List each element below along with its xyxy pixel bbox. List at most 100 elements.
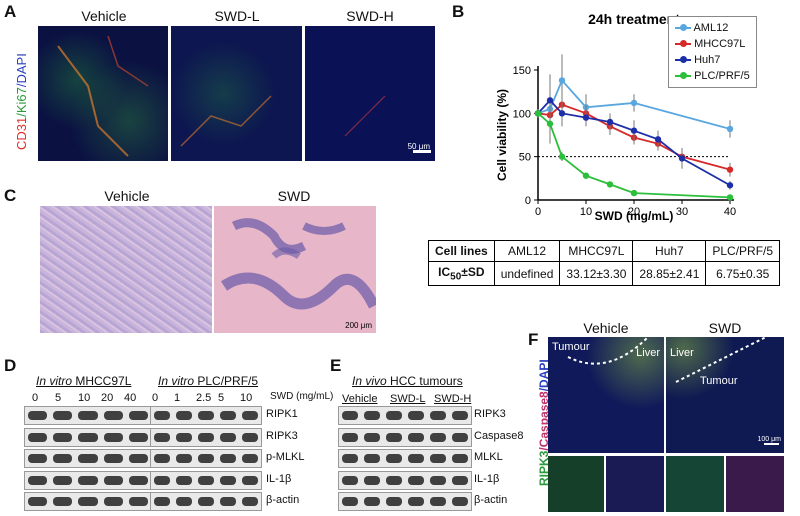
blot-band (28, 475, 48, 485)
blot-band (430, 454, 446, 463)
blot-band (452, 411, 468, 420)
histology-c-swd: 200 μm (214, 206, 376, 333)
blot-band (430, 432, 446, 442)
blot-band (386, 475, 402, 485)
blot-band (78, 497, 98, 506)
y-tick-label: 0 (525, 195, 531, 207)
blot-band (78, 432, 98, 442)
western-blot-strip (338, 449, 472, 468)
blot-band (28, 411, 48, 420)
panel-c-title-vehicle: Vehicle (104, 188, 150, 204)
panel-a-title-swdl: SWD-L (214, 8, 260, 24)
panel-f-tag-tumour-left: Tumour (552, 341, 590, 353)
micrograph-f-swd: Liver Tumour 100 μm (666, 337, 784, 453)
data-point-aml12 (726, 125, 734, 133)
panel-a-title-vehicle: Vehicle (81, 8, 127, 24)
micrograph-f-vehicle-inset-green (548, 456, 604, 512)
blot-band (220, 475, 236, 485)
blot-band (364, 411, 380, 420)
ic50-header-cell: PLC/PRF/5 (705, 240, 781, 262)
ic50-header-cell: Huh7 (632, 240, 707, 262)
data-point-huh7 (558, 110, 566, 117)
panel-c-label: C (4, 186, 17, 205)
protein-label: IL-1β (266, 472, 292, 485)
protein-label: β-actin (266, 494, 300, 506)
ic50-value-cell: 6.75±0.35 (705, 260, 781, 287)
legend-item-huh7: Huh7 (675, 52, 750, 68)
panel-f-tag-liver-right: Liver (670, 347, 694, 359)
ic50-header-row: Cell lines AML12 MHCC97L Huh7 PLC/PRF/5 (428, 240, 781, 262)
blot-band (53, 475, 73, 485)
blot-band (342, 411, 358, 420)
blot-band (220, 497, 236, 506)
western-blot-strip (150, 449, 262, 468)
blot-band (78, 411, 98, 420)
protein-label: RIPK3 (474, 408, 506, 420)
micrograph-a-swdl (171, 26, 302, 161)
legend-item-aml12: AML12 (675, 20, 750, 36)
legend-marker-mhcc97l (675, 40, 691, 48)
ic50-header-cell: AML12 (493, 240, 561, 262)
micrograph-f-swd-inset-red (726, 456, 784, 512)
data-point-plc-prf-5 (534, 110, 542, 117)
western-blot-strip (338, 470, 472, 490)
legend-marker-huh7 (675, 56, 691, 64)
x-tick-label: 10 (580, 206, 592, 218)
blot-band (154, 497, 170, 506)
blot-band (408, 497, 424, 506)
y-tick-label: 150 (513, 65, 531, 77)
chart-title: 24h treatment (588, 11, 680, 27)
blot-band (53, 497, 73, 506)
blot-band (220, 411, 236, 420)
western-blot-strip (24, 427, 152, 447)
western-blot-strip (150, 406, 262, 425)
blot-band (128, 475, 148, 485)
ic50-value-row: IC50±SD undefined 33.12±3.30 28.85±2.41 … (428, 260, 781, 287)
ic50-value-cell: 28.85±2.41 (632, 260, 707, 287)
legend-item-mhcc97l: MHCC97L (675, 36, 750, 52)
data-point-huh7 (654, 136, 662, 143)
blot-band (78, 475, 98, 485)
panel-c-scale-label: 200 μm (345, 321, 372, 330)
panel-e-group-swdh: SWD-H (434, 393, 472, 405)
y-tick-label: 50 (519, 152, 531, 164)
panel-e-group-swdl: SWD-L (390, 393, 426, 405)
legend-marker-aml12 (675, 24, 691, 32)
ic50-header-cell: Cell lines (428, 240, 495, 262)
panel-f-label: F (528, 330, 539, 349)
blot-band (364, 475, 380, 485)
blot-band (28, 432, 48, 442)
blot-band (242, 432, 258, 442)
conc-label: 5 (55, 392, 62, 404)
western-blot-strip (338, 427, 472, 447)
panel-c-title-swd: SWD (277, 188, 311, 204)
blot-band (154, 411, 170, 420)
blot-band (28, 454, 48, 463)
conc-label: 40 (124, 392, 137, 404)
blot-band (53, 432, 73, 442)
panel-f-title-vehicle: Vehicle (583, 320, 629, 336)
blot-band (408, 454, 424, 463)
chart-legend: AML12 MHCC97L Huh7 PLC/PRF/5 (668, 16, 757, 88)
blot-band (386, 411, 402, 420)
conc-label: 2.5 (196, 392, 212, 404)
panel-e-label: E (330, 356, 342, 375)
blot-band (386, 497, 402, 506)
viability-chart: 24h treatment 0 50 100 150 0 10 20 30 40 SWD (mg/m… (495, 11, 736, 223)
blot-band (154, 454, 170, 463)
blot-band (103, 432, 123, 442)
panel-b-label: B (452, 2, 465, 21)
ic50-header-cell: MHCC97L (559, 240, 634, 262)
x-axis-label: SWD (mg/mL) (595, 209, 674, 223)
western-blot-strip (24, 449, 152, 468)
protein-label: IL-1β (474, 472, 500, 485)
blot-band (103, 475, 123, 485)
micrograph-f-vehicle-inset-red (606, 456, 664, 512)
blot-band (198, 432, 214, 442)
conc-label: 20 (101, 392, 114, 404)
x-tick-label: 20 (628, 206, 640, 218)
blot-band (176, 411, 192, 420)
blot-band (103, 454, 123, 463)
data-point-huh7 (726, 182, 734, 189)
western-blot-strip (150, 492, 262, 511)
